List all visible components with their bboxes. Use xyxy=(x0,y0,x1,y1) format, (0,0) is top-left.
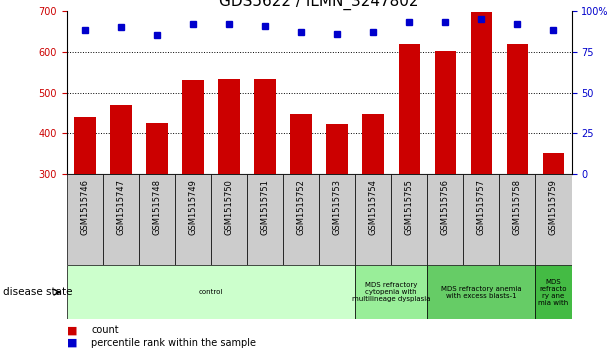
Bar xyxy=(326,125,348,174)
Text: percentile rank within the sample: percentile rank within the sample xyxy=(91,338,256,348)
Text: MDS refractory
cytopenia with
multilineage dysplasia: MDS refractory cytopenia with multilinea… xyxy=(352,282,430,302)
Text: GSM1515747: GSM1515747 xyxy=(117,179,125,235)
Text: disease state: disease state xyxy=(3,287,72,297)
Bar xyxy=(355,265,427,319)
Bar xyxy=(355,174,392,265)
Bar xyxy=(427,174,463,265)
Bar xyxy=(67,174,103,265)
Text: GSM1515753: GSM1515753 xyxy=(333,179,342,235)
Text: GSM1515751: GSM1515751 xyxy=(261,179,269,234)
Bar xyxy=(146,123,168,174)
Bar xyxy=(74,117,95,174)
Title: GDS5622 / ILMN_3247802: GDS5622 / ILMN_3247802 xyxy=(219,0,419,9)
Bar xyxy=(283,174,319,265)
Bar xyxy=(536,174,572,265)
Text: GSM1515758: GSM1515758 xyxy=(513,179,522,235)
Bar xyxy=(291,114,312,174)
Text: GSM1515749: GSM1515749 xyxy=(188,179,198,234)
Bar xyxy=(67,265,355,319)
Bar xyxy=(319,174,355,265)
Bar xyxy=(103,174,139,265)
Text: control: control xyxy=(199,289,223,295)
Text: GSM1515750: GSM1515750 xyxy=(224,179,233,234)
Text: GSM1515752: GSM1515752 xyxy=(297,179,306,234)
Text: GSM1515757: GSM1515757 xyxy=(477,179,486,235)
Bar xyxy=(427,265,536,319)
Text: ■: ■ xyxy=(67,338,77,348)
Bar xyxy=(499,174,536,265)
Bar xyxy=(182,80,204,174)
Text: ■: ■ xyxy=(67,325,77,335)
Bar xyxy=(463,174,499,265)
Bar xyxy=(218,79,240,174)
Text: GSM1515756: GSM1515756 xyxy=(441,179,450,235)
Text: count: count xyxy=(91,325,119,335)
Bar xyxy=(139,174,175,265)
Bar xyxy=(398,44,420,174)
Text: GSM1515759: GSM1515759 xyxy=(549,179,558,234)
Text: MDS
refracto
ry ane
mia with: MDS refracto ry ane mia with xyxy=(538,279,568,306)
Bar xyxy=(392,174,427,265)
Bar xyxy=(506,44,528,174)
Text: MDS refractory anemia
with excess blasts-1: MDS refractory anemia with excess blasts… xyxy=(441,286,522,299)
Bar xyxy=(211,174,247,265)
Text: GSM1515755: GSM1515755 xyxy=(405,179,414,234)
Bar xyxy=(110,105,132,174)
Bar xyxy=(175,174,211,265)
Text: GSM1515746: GSM1515746 xyxy=(80,179,89,235)
Bar xyxy=(543,152,564,174)
Bar xyxy=(536,265,572,319)
Bar xyxy=(247,174,283,265)
Bar xyxy=(254,79,276,174)
Text: GSM1515754: GSM1515754 xyxy=(369,179,378,234)
Bar xyxy=(362,114,384,174)
Bar xyxy=(471,12,492,174)
Text: GSM1515748: GSM1515748 xyxy=(153,179,162,235)
Bar xyxy=(435,50,456,174)
